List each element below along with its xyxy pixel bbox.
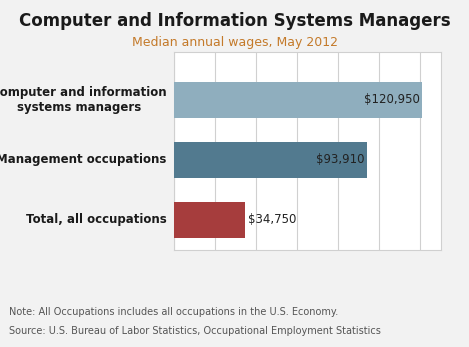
Text: Median annual wages, May 2012: Median annual wages, May 2012 xyxy=(131,36,338,49)
Bar xyxy=(174,82,422,118)
Text: Computer and Information Systems Managers: Computer and Information Systems Manager… xyxy=(19,12,450,30)
Text: Computer and information
systems managers: Computer and information systems manager… xyxy=(0,86,166,114)
Text: Note: All Occupations includes all occupations in the U.S. Economy.: Note: All Occupations includes all occup… xyxy=(9,307,339,317)
Text: Total, all occupations: Total, all occupations xyxy=(26,213,166,226)
Text: Source: U.S. Bureau of Labor Statistics, Occupational Employment Statistics: Source: U.S. Bureau of Labor Statistics,… xyxy=(9,326,381,336)
Bar xyxy=(174,142,367,178)
Bar xyxy=(174,202,245,238)
Text: $34,750: $34,750 xyxy=(248,213,296,226)
Text: $120,950: $120,950 xyxy=(364,93,420,107)
Text: Management occupations: Management occupations xyxy=(0,153,166,167)
Text: $93,910: $93,910 xyxy=(316,153,364,167)
